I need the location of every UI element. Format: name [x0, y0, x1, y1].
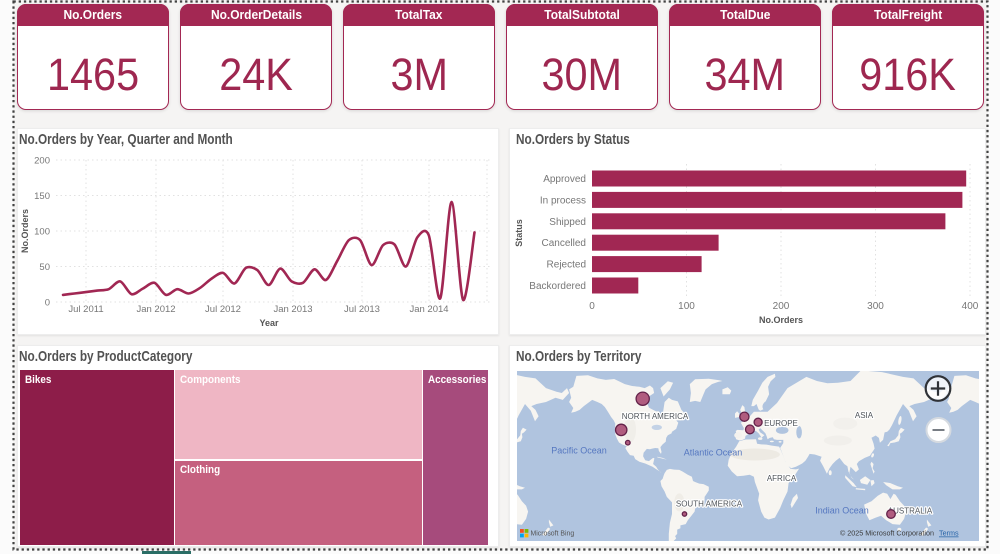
svg-text:200: 200	[773, 301, 790, 312]
svg-text:SOUTH AMERICA: SOUTH AMERICA	[676, 500, 743, 509]
svg-text:Jul 2012: Jul 2012	[205, 304, 241, 315]
svg-text:Jan 2012: Jan 2012	[136, 304, 175, 315]
svg-text:NORTH AMERICA: NORTH AMERICA	[622, 412, 689, 421]
svg-text:50: 50	[39, 262, 50, 273]
svg-text:Atlantic Ocean: Atlantic Ocean	[684, 448, 743, 458]
svg-text:Jul 2013: Jul 2013	[344, 304, 380, 315]
svg-text:Rejected: Rejected	[547, 260, 586, 271]
svg-text:Pacific Ocean: Pacific Ocean	[551, 446, 607, 456]
svg-text:100: 100	[34, 227, 50, 238]
svg-text:Shipped: Shipped	[549, 217, 586, 228]
svg-text:150: 150	[34, 191, 50, 202]
svg-text:100: 100	[678, 301, 695, 312]
svg-text:EUROPE: EUROPE	[764, 419, 798, 428]
svg-text:Indian Ocean: Indian Ocean	[815, 506, 869, 516]
svg-text:AFRICA: AFRICA	[767, 474, 797, 483]
svg-text:400: 400	[962, 301, 979, 312]
svg-text:Jan 2014: Jan 2014	[409, 304, 448, 315]
svg-text:Year: Year	[259, 318, 279, 328]
svg-text:In process: In process	[540, 195, 586, 206]
svg-text:0: 0	[589, 301, 595, 312]
svg-text:300: 300	[867, 301, 884, 312]
svg-text:Cancelled: Cancelled	[542, 238, 586, 249]
svg-text:Terms: Terms	[939, 529, 959, 538]
svg-text:ASIA: ASIA	[855, 411, 874, 420]
svg-text:No.Orders: No.Orders	[759, 315, 803, 325]
svg-text:© 2025 Microsoft Corporation: © 2025 Microsoft Corporation	[840, 529, 934, 538]
svg-text:200: 200	[34, 156, 50, 167]
svg-text:No.Orders: No.Orders	[20, 209, 30, 253]
svg-text:Status: Status	[514, 219, 524, 247]
svg-text:Backordered: Backordered	[529, 281, 586, 292]
svg-text:0: 0	[45, 298, 50, 309]
svg-text:Jul 2011: Jul 2011	[68, 304, 103, 315]
svg-text:Approved: Approved	[543, 174, 586, 185]
svg-text:Microsoft Bing: Microsoft Bing	[531, 531, 575, 538]
svg-text:Jan 2013: Jan 2013	[273, 304, 312, 315]
